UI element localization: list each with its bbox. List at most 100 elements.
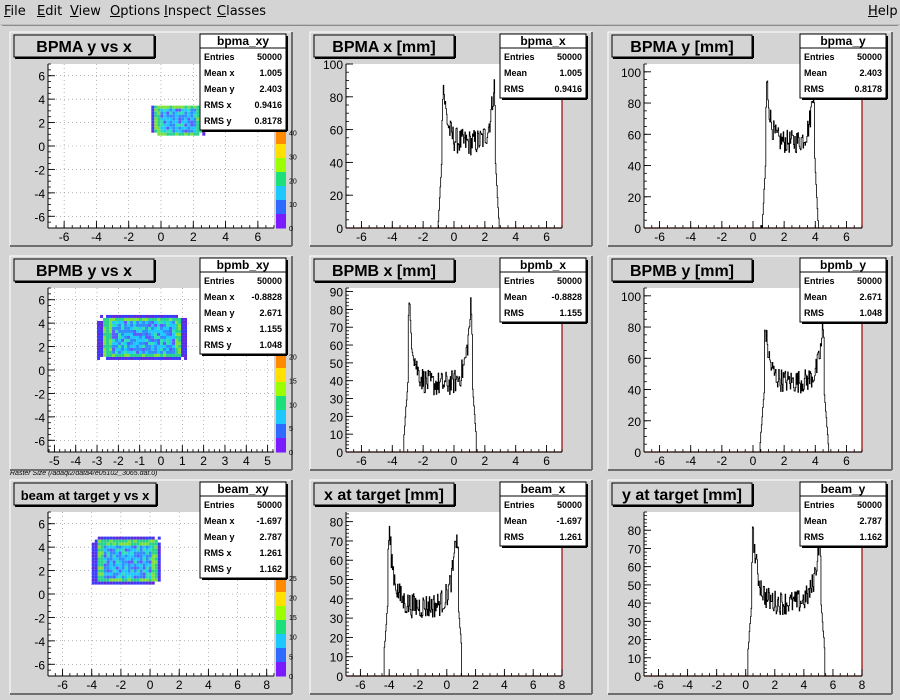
y-tick-label: 40 [330, 375, 344, 389]
heatmap-cell [121, 572, 125, 576]
root-canvas[interactable]: Raster Size (/adaql2/data4/e05102_3065.d… [2, 25, 898, 699]
heatmap-cell [178, 356, 182, 360]
heatmap-cell [190, 126, 194, 130]
menu-view[interactable]: View [70, 4, 101, 19]
heatmap-cell [172, 120, 176, 124]
heatmap-cell [148, 353, 152, 357]
heatmap-cell [139, 542, 143, 546]
heatmap-cell [139, 563, 143, 567]
heatmap-cell [142, 338, 146, 342]
heatmap-cell [163, 117, 167, 121]
heatmap-cell [187, 126, 191, 130]
heatmap-cell [103, 581, 107, 585]
heatmap-cell [193, 120, 197, 124]
heatmap-cell [115, 332, 119, 336]
heatmap-cell [139, 566, 143, 570]
heatmap-cell [121, 341, 125, 345]
heatmap-cell [124, 350, 128, 354]
heatmap-cell [100, 557, 104, 561]
heatmap-cell [151, 569, 155, 573]
heatmap-cell [118, 551, 122, 555]
heatmap-cell [175, 329, 179, 333]
x-tick-label: -2 [116, 678, 127, 692]
heatmap-cell [112, 575, 116, 579]
heatmap-cell [91, 557, 95, 561]
menu-help[interactable]: Help [868, 4, 898, 19]
heatmap-cell [199, 129, 203, 133]
y-tick-label: -6 [34, 434, 45, 448]
heatmap-cell [139, 332, 143, 336]
y-tick-label: -2 [34, 163, 45, 177]
x-tick-label: -4 [91, 230, 102, 244]
menu-classes[interactable]: Classes [217, 4, 266, 19]
heatmap-cell [94, 566, 98, 570]
heatmap-cell [136, 317, 140, 321]
heatmap-cell [124, 353, 128, 357]
heatmap-cell [133, 353, 137, 357]
heatmap-cell [115, 323, 119, 327]
heatmap-cell [100, 323, 104, 327]
heatmap-cell [178, 326, 182, 330]
heatmap-cell [124, 557, 128, 561]
heatmap-cell [130, 320, 134, 324]
heatmap-cell [91, 572, 95, 576]
heatmap-cell [100, 578, 104, 582]
heatmap-cell [100, 545, 104, 549]
stats-value: 1.155 [259, 324, 282, 334]
heatmap-cell [133, 536, 137, 540]
heatmap-cell [157, 117, 161, 121]
heatmap-cell [97, 560, 101, 564]
heatmap-cell [94, 539, 98, 543]
heatmap-cell [133, 560, 137, 564]
chart-title: BPMA y vs x [36, 39, 132, 56]
heatmap-cell [127, 329, 131, 333]
heatmap-cell [190, 108, 194, 112]
y-tick-label: 20 [628, 634, 642, 648]
heatmap-cell [97, 572, 101, 576]
heatmap-cell [151, 126, 155, 130]
stats-key: RMS [804, 308, 824, 318]
menu-options[interactable]: Options [110, 4, 161, 19]
heatmap-cell [139, 344, 143, 348]
heatmap-cell [136, 536, 140, 540]
heatmap-cell [112, 350, 116, 354]
heatmap-cell [163, 129, 167, 133]
heatmap-cell [127, 545, 131, 549]
menu-edit[interactable]: Edit [37, 4, 63, 19]
heatmap-cell [145, 536, 149, 540]
palette-tick-label: 10 [289, 202, 297, 209]
heatmap-cell [106, 548, 110, 552]
menu-inspect[interactable]: Inspect [164, 4, 212, 19]
heatmap-cell [190, 132, 194, 136]
heatmap-cell [103, 344, 107, 348]
heatmap-cell [154, 332, 158, 336]
x-tick-label: 0 [158, 230, 165, 244]
heatmap-cell [124, 356, 128, 360]
heatmap-cell [121, 335, 125, 339]
palette-tick-label: 15 [289, 379, 297, 386]
x-tick-label: 0 [451, 454, 458, 468]
heatmap-cell [133, 581, 137, 585]
heatmap-cell [109, 560, 113, 564]
heatmap-cell [133, 323, 137, 327]
menu-file[interactable]: File [4, 4, 26, 19]
heatmap-cell [97, 320, 101, 324]
heatmap-cell [133, 554, 137, 558]
stats-box [199, 481, 287, 579]
heatmap-cell [100, 548, 104, 552]
heatmap-cell [163, 326, 167, 330]
heatmap-cell [196, 123, 200, 127]
heatmap-cell [130, 548, 134, 552]
heatmap-cell [142, 560, 146, 564]
heatmap-cell [115, 329, 119, 333]
heatmap-cell [169, 347, 173, 351]
heatmap-cell [163, 353, 167, 357]
heatmap-cell [160, 108, 164, 112]
heatmap-cell [178, 126, 182, 130]
chart-title: x at target [mm] [324, 487, 444, 504]
heatmap-cell [175, 117, 179, 121]
heatmap-cell [127, 536, 131, 540]
stats-key: Entries [204, 52, 235, 62]
heatmap-cell [130, 326, 134, 330]
